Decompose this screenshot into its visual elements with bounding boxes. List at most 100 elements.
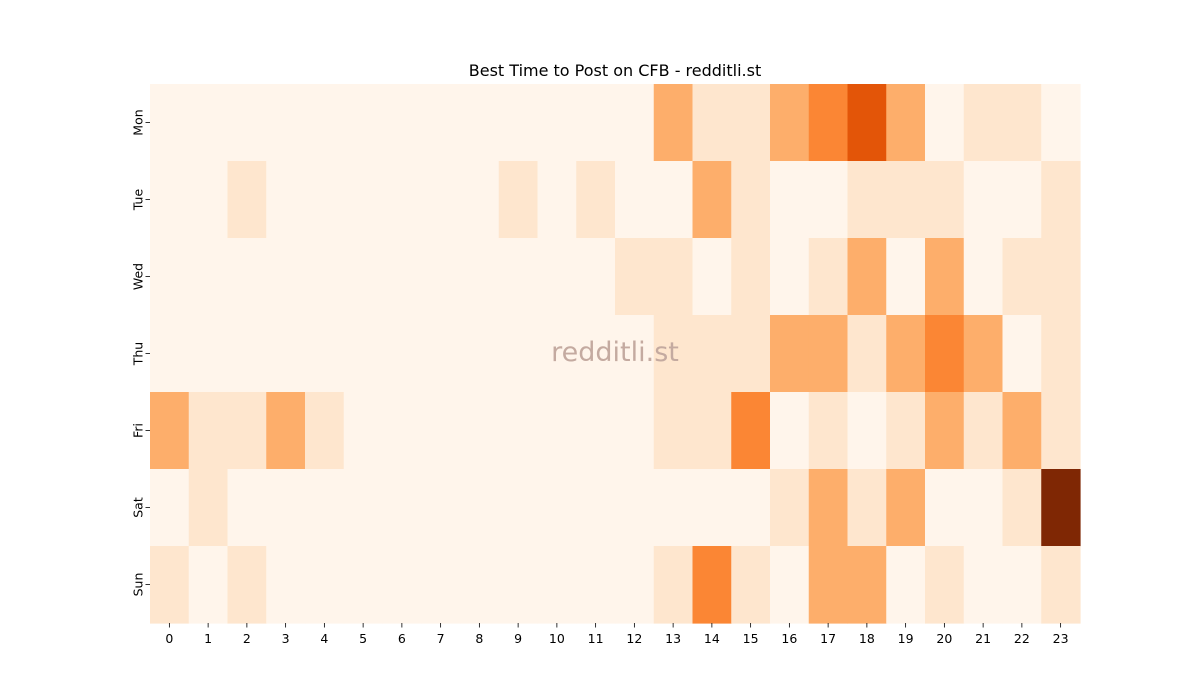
heatmap-cell-thu-9 [498,315,539,393]
x-tick-label-1: 1 [204,631,212,646]
heatmap-cell-fri-0 [150,392,190,470]
heatmap-cell-mon-10 [537,84,577,162]
heatmap-cell-thu-16 [770,315,810,393]
heatmap-cell-thu-4 [305,315,345,393]
heatmap-cell-mon-7 [421,84,461,162]
heatmap-cell-sun-22 [1002,546,1042,624]
heatmap-cell-thu-10 [537,315,577,393]
x-tick-label-10: 10 [549,631,565,646]
heatmap-cell-sun-5 [343,546,384,624]
heatmap-cell-tue-13 [653,161,694,239]
heatmap-cell-mon-4 [305,84,345,162]
heatmap-cell-thu-13 [653,315,694,393]
heatmap-cell-mon-11 [576,84,616,162]
heatmap-cell-tue-11 [576,161,616,239]
heatmap-cell-sun-9 [498,546,539,624]
heatmap-cell-tue-0 [150,161,190,239]
heatmap-cell-sat-17 [808,469,849,547]
heatmap-cell-thu-12 [615,315,655,393]
heatmap-cell-sat-8 [460,469,500,547]
heatmap-cell-fri-8 [460,392,500,470]
heatmap-cell-wed-10 [537,238,577,316]
x-tick-label-15: 15 [743,631,759,646]
heatmap-cell-mon-1 [188,84,229,162]
heatmap-cell-fri-6 [382,392,422,470]
heatmap-cell-sun-4 [305,546,345,624]
x-tick-label-0: 0 [165,631,173,646]
heatmap-cell-sun-12 [615,546,655,624]
heatmap-cell-wed-4 [305,238,345,316]
heatmap-cell-sat-13 [653,469,694,547]
heatmap-cell-mon-22 [1002,84,1042,162]
heatmap-cell-tue-10 [537,161,577,239]
x-tick-label-2: 2 [243,631,251,646]
heatmap-cell-sat-10 [537,469,577,547]
heatmap-cell-fri-14 [692,392,732,470]
heatmap-cell-wed-15 [731,238,771,316]
heatmap-cell-sat-20 [925,469,965,547]
heatmap-cell-tue-3 [266,161,306,239]
heatmap-cell-sat-19 [886,469,926,547]
heatmap-cell-fri-2 [227,392,267,470]
y-tick-label-tue: Tue [131,189,146,212]
heatmap-cell-thu-2 [227,315,267,393]
heatmap-cell-thu-8 [460,315,500,393]
heatmap-cell-fri-9 [498,392,539,470]
heatmap-cell-fri-7 [421,392,461,470]
y-tick-label-mon: Mon [131,109,146,135]
heatmap-cell-tue-19 [886,161,926,239]
x-tick-label-18: 18 [859,631,875,646]
y-tick-label-fri: Fri [131,423,146,438]
heatmap-cells [150,84,1081,624]
heatmap-cell-mon-2 [227,84,267,162]
heatmap-cell-thu-18 [847,315,887,393]
heatmap-cell-tue-17 [808,161,849,239]
x-tick-label-5: 5 [359,631,367,646]
heatmap-cell-tue-7 [421,161,461,239]
heatmap-cell-fri-21 [963,392,1004,470]
heatmap-cell-wed-16 [770,238,810,316]
heatmap-cell-sun-8 [460,546,500,624]
heatmap-cell-sun-16 [770,546,810,624]
x-tick-label-12: 12 [626,631,642,646]
heatmap-cell-tue-2 [227,161,267,239]
heatmap-cell-tue-15 [731,161,771,239]
heatmap-cell-fri-3 [266,392,306,470]
x-tick-label-14: 14 [704,631,720,646]
heatmap-cell-fri-13 [653,392,694,470]
heatmap-cell-sun-2 [227,546,267,624]
heatmap-cell-tue-14 [692,161,732,239]
y-tick-label-sat: Sat [131,497,146,518]
heatmap-cell-tue-5 [343,161,384,239]
x-tick-label-21: 21 [975,631,991,646]
heatmap-cell-wed-14 [692,238,732,316]
heatmap-cell-sun-14 [692,546,732,624]
heatmap-cell-fri-5 [343,392,384,470]
x-tick-label-19: 19 [898,631,914,646]
heatmap-cell-wed-2 [227,238,267,316]
heatmap-cell-tue-20 [925,161,965,239]
heatmap-cell-tue-12 [615,161,655,239]
heatmap-cell-tue-8 [460,161,500,239]
heatmap-cell-mon-6 [382,84,422,162]
heatmap-cell-fri-15 [731,392,771,470]
heatmap-cell-sun-21 [963,546,1004,624]
heatmap-cell-sat-2 [227,469,267,547]
heatmap-cell-thu-15 [731,315,771,393]
heatmap-cell-wed-3 [266,238,306,316]
heatmap-cell-wed-11 [576,238,616,316]
y-axis: Mon Tue Wed Thu Fri Sat Sun [131,109,150,596]
x-tick-label-22: 22 [1014,631,1030,646]
heatmap-cell-fri-18 [847,392,887,470]
heatmap-cell-mon-13 [653,84,694,162]
heatmap-cell-sat-14 [692,469,732,547]
heatmap-cell-sun-7 [421,546,461,624]
heatmap-cell-sun-0 [150,546,190,624]
heatmap-cell-fri-11 [576,392,616,470]
heatmap-cell-mon-21 [963,84,1004,162]
heatmap-cell-thu-6 [382,315,422,393]
heatmap-cell-wed-1 [188,238,229,316]
heatmap-cell-wed-22 [1002,238,1042,316]
heatmap-cell-mon-14 [692,84,732,162]
x-tick-label-23: 23 [1053,631,1069,646]
